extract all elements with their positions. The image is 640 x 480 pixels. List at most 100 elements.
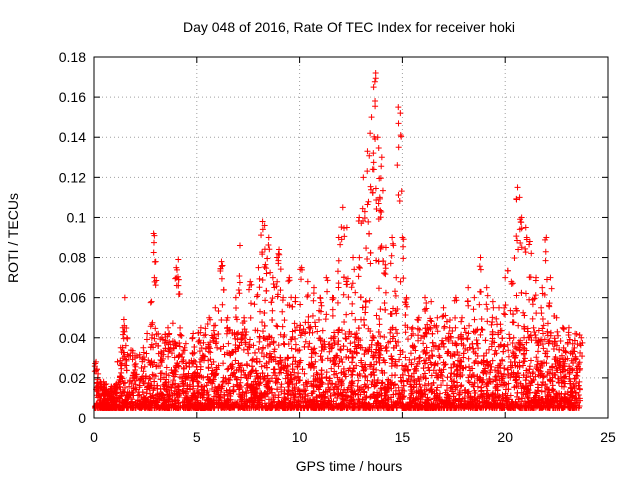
data-point xyxy=(510,311,517,318)
data-point xyxy=(304,383,311,390)
data-point xyxy=(422,325,429,332)
data-point xyxy=(202,345,209,352)
data-point xyxy=(423,344,430,351)
data-point xyxy=(350,365,357,372)
data-point xyxy=(146,375,153,382)
data-point xyxy=(268,299,275,306)
data-point xyxy=(477,331,484,338)
data-point xyxy=(259,276,266,283)
data-point xyxy=(509,340,516,347)
data-point xyxy=(423,357,430,364)
data-point xyxy=(378,243,385,250)
data-point xyxy=(176,352,183,359)
data-point xyxy=(203,382,210,389)
data-point xyxy=(401,388,408,395)
data-point xyxy=(220,378,227,385)
data-point xyxy=(329,342,336,349)
data-point xyxy=(323,369,330,376)
data-point xyxy=(524,328,531,335)
data-point xyxy=(148,341,155,348)
data-point xyxy=(368,381,375,388)
data-point xyxy=(408,361,415,368)
data-point xyxy=(507,374,514,381)
data-point xyxy=(119,375,126,382)
data-point xyxy=(257,373,264,380)
data-point xyxy=(243,361,250,368)
data-point xyxy=(382,359,389,366)
data-point xyxy=(542,350,549,357)
data-point xyxy=(465,355,472,362)
data-point xyxy=(532,331,539,338)
data-point xyxy=(128,347,135,354)
data-point xyxy=(363,245,370,252)
data-point xyxy=(244,346,251,353)
data-point xyxy=(122,384,129,391)
data-point xyxy=(136,382,143,389)
data-point xyxy=(449,388,456,395)
data-point xyxy=(101,395,108,402)
data-point xyxy=(544,353,551,360)
data-point xyxy=(249,356,256,363)
data-point xyxy=(140,403,147,410)
data-point xyxy=(163,376,170,383)
data-point xyxy=(143,350,150,357)
data-point xyxy=(357,337,364,344)
data-point xyxy=(266,333,273,340)
data-point xyxy=(569,366,576,373)
data-point xyxy=(306,324,313,331)
data-point xyxy=(444,391,451,398)
data-point xyxy=(225,340,232,347)
data-point xyxy=(331,333,338,340)
data-point xyxy=(245,343,252,350)
data-point xyxy=(447,352,454,359)
data-point xyxy=(147,376,154,383)
data-point xyxy=(395,384,402,391)
data-point xyxy=(334,374,341,381)
data-point xyxy=(443,318,450,325)
data-point xyxy=(387,329,394,336)
data-point xyxy=(122,397,129,404)
data-point xyxy=(191,344,198,351)
data-point xyxy=(469,365,476,372)
data-point xyxy=(320,389,327,396)
data-point xyxy=(403,362,410,369)
data-point xyxy=(478,316,485,323)
data-point xyxy=(466,363,473,370)
data-point xyxy=(510,334,517,341)
data-point xyxy=(292,327,299,334)
data-point xyxy=(519,341,526,348)
data-point xyxy=(511,254,518,261)
data-point xyxy=(232,399,239,406)
data-point xyxy=(373,366,380,373)
data-point xyxy=(511,354,518,361)
data-point xyxy=(351,339,358,346)
data-point xyxy=(352,391,359,398)
data-point xyxy=(397,402,404,409)
data-point xyxy=(325,341,332,348)
data-point xyxy=(130,392,137,399)
data-point xyxy=(268,389,275,396)
data-point xyxy=(376,347,383,354)
data-point xyxy=(340,343,347,350)
data-point xyxy=(205,376,212,383)
data-point xyxy=(497,400,504,407)
data-point xyxy=(334,299,341,306)
data-point xyxy=(454,349,461,356)
data-point xyxy=(204,373,211,380)
data-point xyxy=(330,335,337,342)
data-point xyxy=(573,396,580,403)
data-point xyxy=(160,402,167,409)
data-point xyxy=(479,378,486,385)
data-point xyxy=(139,389,146,396)
data-point xyxy=(202,331,209,338)
data-point xyxy=(379,399,386,406)
data-point xyxy=(417,335,424,342)
data-point xyxy=(334,395,341,402)
data-point xyxy=(471,359,478,366)
data-point xyxy=(263,351,270,358)
data-point xyxy=(500,348,507,355)
data-point xyxy=(176,343,183,350)
data-point xyxy=(281,341,288,348)
data-point xyxy=(224,366,231,373)
